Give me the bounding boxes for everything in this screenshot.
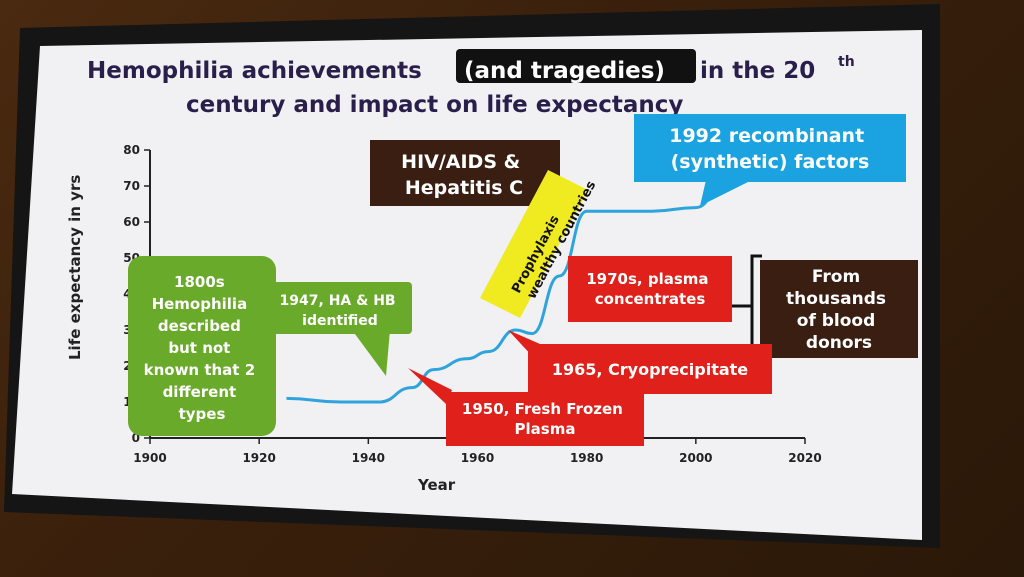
callout-1992: 1992 recombinant (synthetic) factors (634, 114, 906, 206)
callout-1800s-box (128, 256, 276, 436)
title-highlight-box (456, 49, 696, 83)
callout-1800s-text: 1800s Hemophilia described but not known… (144, 273, 261, 423)
callout-1965-box (528, 344, 772, 394)
callout-prophylaxis-band (480, 170, 588, 318)
callout-blood-donors-box (760, 260, 918, 358)
callout-1965: 1965, Cryoprecipitate (508, 330, 772, 394)
title-part1: Hemophilia achievements (87, 58, 422, 84)
x-tick-label: 1900 (133, 451, 166, 465)
callout-1950-text: 1950, Fresh Frozen Plasma (462, 400, 628, 438)
y-tick-label: 0 (132, 431, 140, 445)
title-highlight: (and tragedies) (464, 58, 665, 84)
y-tick-label: 60 (123, 215, 140, 229)
y-tick-label: 80 (123, 143, 140, 157)
callout-1992-box (634, 114, 906, 182)
callout-1970s-box (568, 256, 732, 322)
title-sup: th (838, 54, 855, 70)
x-tick-label: 1940 (352, 451, 385, 465)
callout-hiv: HIV/AIDS & Hepatitis C (370, 140, 560, 206)
title-part2: in the 20 (700, 58, 815, 84)
callout-1947: 1947, HA & HB identified (268, 282, 412, 376)
callout-1947-text: 1947, HA & HB identified (280, 293, 401, 329)
y-tick-label: 70 (123, 179, 140, 193)
x-tick-label: 1960 (461, 451, 494, 465)
callout-1800s: 1800s Hemophilia described but not known… (128, 256, 276, 436)
callout-1950: 1950, Fresh Frozen Plasma (408, 368, 644, 446)
callout-hiv-text: HIV/AIDS & Hepatitis C (401, 151, 527, 199)
callout-1992-text: 1992 recombinant (synthetic) factors (669, 125, 871, 173)
x-ticks: 1900 1920 1940 1960 1980 2000 2020 (133, 438, 822, 465)
title-line2: century and impact on life expectancy (186, 92, 683, 118)
callout-blood-donors: From thousands of blood donors (760, 260, 918, 358)
callout-1947-pointer (352, 330, 390, 376)
x-axis-label: Year (417, 476, 456, 494)
x-tick-label: 2000 (679, 451, 712, 465)
callout-1947-box (268, 282, 412, 334)
x-tick-label: 1920 (242, 451, 275, 465)
x-tick-label: 1980 (570, 451, 603, 465)
callout-hiv-box (370, 140, 560, 206)
callout-1965-text: 1965, Cryoprecipitate (552, 360, 748, 379)
callout-blood-donors-text: From thousands of blood donors (786, 267, 892, 353)
callout-1970s: 1970s, plasma concentrates (568, 256, 732, 322)
y-axis-label: Life expectancy in yrs (66, 175, 84, 360)
slide-title: Hemophilia achievements (and tragedies) … (87, 49, 855, 118)
life-expectancy-line (286, 184, 724, 404)
callout-1970s-text: 1970s, plasma concentrates (586, 270, 714, 308)
x-tick-label: 2020 (788, 451, 821, 465)
svg-text:Hemophilia achievements: Hemophilia achievements (87, 58, 422, 84)
callout-1950-box (446, 392, 644, 446)
callout-1950-pointer (408, 368, 452, 404)
callout-1992-pointer (700, 180, 752, 206)
